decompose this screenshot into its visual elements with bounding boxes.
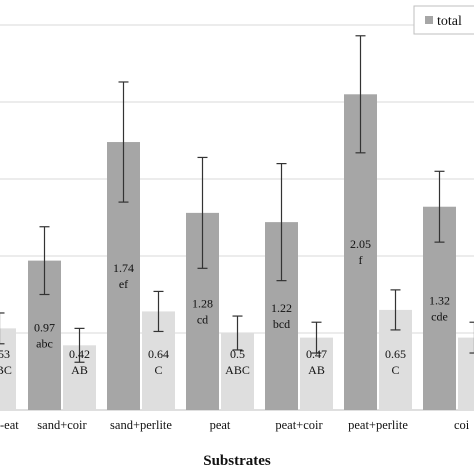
x-tick-label-1: sand+coir <box>37 418 87 432</box>
letter-label-s0-2: ef <box>119 277 128 291</box>
value-label-s1-1: 0.42 <box>69 347 90 361</box>
value-label-s1-4: 0.47 <box>306 347 327 361</box>
value-label-s0-1: 0.97 <box>34 320 55 334</box>
bar-s1-6 <box>458 337 474 410</box>
error-bars <box>0 35 474 363</box>
letter-label-s1-4: AB <box>308 363 325 377</box>
value-label-s0-4: 1.22 <box>271 301 292 315</box>
x-tick-label-6: coi <box>454 418 470 432</box>
letter-label-s1-1: AB <box>71 363 88 377</box>
letter-label-s0-3: cd <box>197 312 208 326</box>
legend-box <box>413 5 474 35</box>
x-tick-labels: -eat sand+coir sand+perlite peat peat+coir pe… <box>0 418 470 432</box>
value-label-s1-0: 0.53 <box>0 347 10 361</box>
x-tick-label-3: peat <box>210 418 231 432</box>
value-label-s0-5: 2.05 <box>350 237 371 251</box>
value-label-s1-5: 0.65 <box>385 347 406 361</box>
letter-label-s1-2: C <box>154 363 162 377</box>
legend: total <box>413 5 474 35</box>
letter-label-s0-5: f <box>359 253 363 267</box>
x-tick-label-5: peat+perlite <box>348 418 408 432</box>
x-axis-title: Substrates <box>203 453 271 469</box>
data-labels: 0.97 abc 1.74 ef 1.28 cd 1.22 bcd 2.05 f 1.32 cde 0.… <box>0 237 450 377</box>
x-tick-label-2: sand+perlite <box>110 418 172 432</box>
value-label-s0-2: 1.74 <box>113 261 134 275</box>
letter-label-s0-1: abc <box>36 336 53 350</box>
letter-label-s0-4: bcd <box>273 317 290 331</box>
legend-swatch-total <box>425 16 433 24</box>
x-tick-label-0: -eat <box>0 418 19 432</box>
gridlines <box>0 24 474 334</box>
letter-label-s1-5: C <box>391 363 399 377</box>
value-label-s0-3: 1.28 <box>192 296 213 310</box>
value-label-s1-3: 0.5 <box>230 347 245 361</box>
letter-label-s1-0: ABC <box>0 363 12 377</box>
letter-label-s1-3: ABC <box>225 363 250 377</box>
legend-label-total: total <box>437 14 462 29</box>
bar-s1-0 <box>0 328 16 410</box>
x-tick-label-4: peat+coir <box>275 418 323 432</box>
value-label-s1-2: 0.64 <box>148 347 169 361</box>
value-label-s0-6: 1.32 <box>429 293 450 307</box>
letter-label-s0-6: cde <box>431 309 448 323</box>
